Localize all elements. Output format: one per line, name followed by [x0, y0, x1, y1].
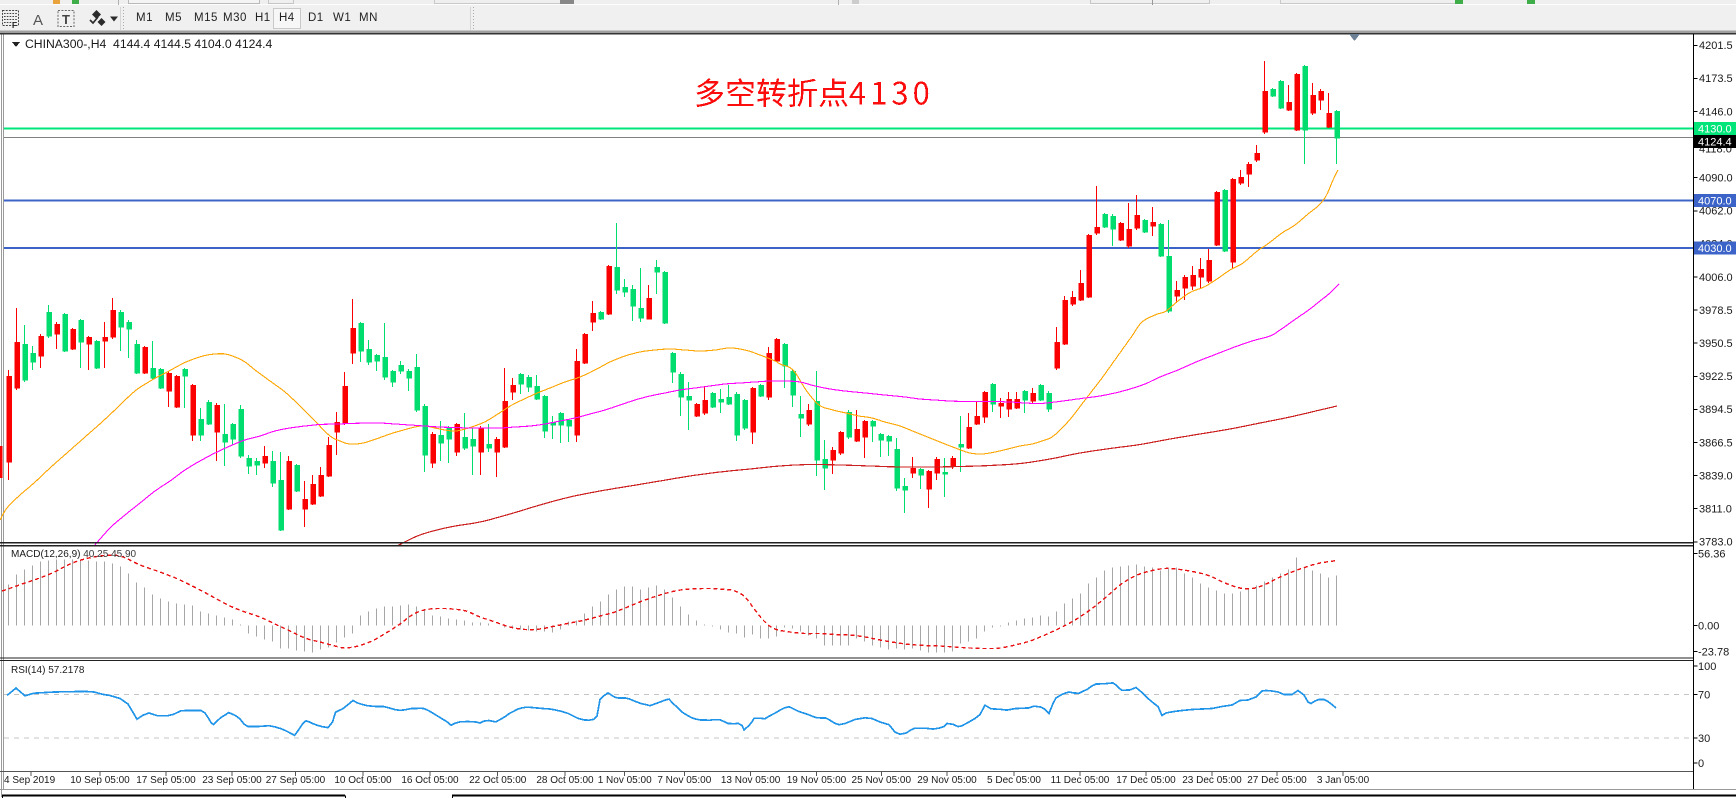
svg-text:17 Dec 05:00: 17 Dec 05:00 — [1116, 775, 1176, 786]
svg-text:7 Nov 05:00: 7 Nov 05:00 — [657, 775, 711, 786]
svg-text:A: A — [33, 12, 43, 29]
svg-text:5 Dec 05:00: 5 Dec 05:00 — [987, 775, 1041, 786]
svg-text:30: 30 — [1698, 733, 1710, 745]
svg-text:27 Dec 05:00: 27 Dec 05:00 — [1247, 775, 1307, 786]
svg-text:MACD(12,26,9) 40.25 45.90: MACD(12,26,9) 40.25 45.90 — [11, 549, 137, 560]
svg-text:56.36: 56.36 — [1698, 548, 1726, 560]
svg-text:3 Jan 05:00: 3 Jan 05:00 — [1317, 775, 1370, 786]
svg-text:4 Sep 2019: 4 Sep 2019 — [4, 775, 56, 786]
svg-text:3866.5: 3866.5 — [1699, 437, 1733, 449]
svg-text:23 Dec 05:00: 23 Dec 05:00 — [1182, 775, 1242, 786]
svg-text:11 Dec 05:00: 11 Dec 05:00 — [1051, 775, 1110, 786]
svg-text:4070.0: 4070.0 — [1698, 196, 1732, 208]
svg-text:19 Nov 05:00: 19 Nov 05:00 — [787, 775, 847, 786]
svg-text:3839.0: 3839.0 — [1699, 470, 1733, 482]
svg-text:3811.0: 3811.0 — [1699, 504, 1732, 516]
svg-text:T: T — [62, 12, 70, 27]
svg-text:22 Oct 05:00: 22 Oct 05:00 — [469, 775, 527, 786]
svg-text:16 Oct 05:00: 16 Oct 05:00 — [401, 775, 459, 786]
svg-text:F: F — [12, 21, 17, 30]
svg-text:3950.5: 3950.5 — [1699, 338, 1733, 350]
svg-text:0.00: 0.00 — [1698, 620, 1719, 632]
svg-text:4146.0: 4146.0 — [1699, 106, 1733, 118]
svg-text:4173.5: 4173.5 — [1699, 73, 1733, 85]
svg-text:4201.5: 4201.5 — [1699, 40, 1733, 52]
svg-text:10 Sep 05:00: 10 Sep 05:00 — [70, 775, 130, 786]
svg-text:CHINA300-,H4 4144.4 4144.5 41: CHINA300-,H4 4144.4 4144.5 4104.0 4124.4 — [25, 37, 273, 51]
svg-text:4030.0: 4030.0 — [1698, 243, 1732, 255]
svg-text:3894.5: 3894.5 — [1699, 404, 1733, 416]
svg-text:29 Nov 05:00: 29 Nov 05:00 — [917, 775, 977, 786]
svg-text:4062.0: 4062.0 — [1699, 206, 1733, 218]
svg-text:3783.0: 3783.0 — [1699, 537, 1733, 549]
svg-text:10 Oct 05:00: 10 Oct 05:00 — [334, 775, 392, 786]
svg-text:28 Oct 05:00: 28 Oct 05:00 — [536, 775, 594, 786]
svg-text:27 Sep 05:00: 27 Sep 05:00 — [266, 775, 326, 786]
svg-text:1 Nov 05:00: 1 Nov 05:00 — [598, 775, 652, 786]
svg-text:RSI(14) 57.2178: RSI(14) 57.2178 — [11, 665, 85, 676]
svg-text:4090.0: 4090.0 — [1699, 173, 1733, 185]
svg-text:4130.0: 4130.0 — [1698, 124, 1732, 136]
svg-text:4006.0: 4006.0 — [1699, 272, 1733, 284]
svg-text:0: 0 — [1698, 758, 1704, 770]
svg-text:100: 100 — [1698, 661, 1716, 673]
svg-text:-23.78: -23.78 — [1698, 646, 1729, 658]
svg-text:25 Nov 05:00: 25 Nov 05:00 — [852, 775, 912, 786]
svg-text:3922.5: 3922.5 — [1699, 371, 1733, 383]
svg-text:3978.5: 3978.5 — [1699, 305, 1733, 317]
svg-text:23 Sep 05:00: 23 Sep 05:00 — [202, 775, 262, 786]
svg-text:4124.4: 4124.4 — [1698, 137, 1732, 149]
svg-text:17 Sep 05:00: 17 Sep 05:00 — [136, 775, 196, 786]
svg-text:13 Nov 05:00: 13 Nov 05:00 — [721, 775, 781, 786]
svg-text:70: 70 — [1698, 689, 1710, 701]
